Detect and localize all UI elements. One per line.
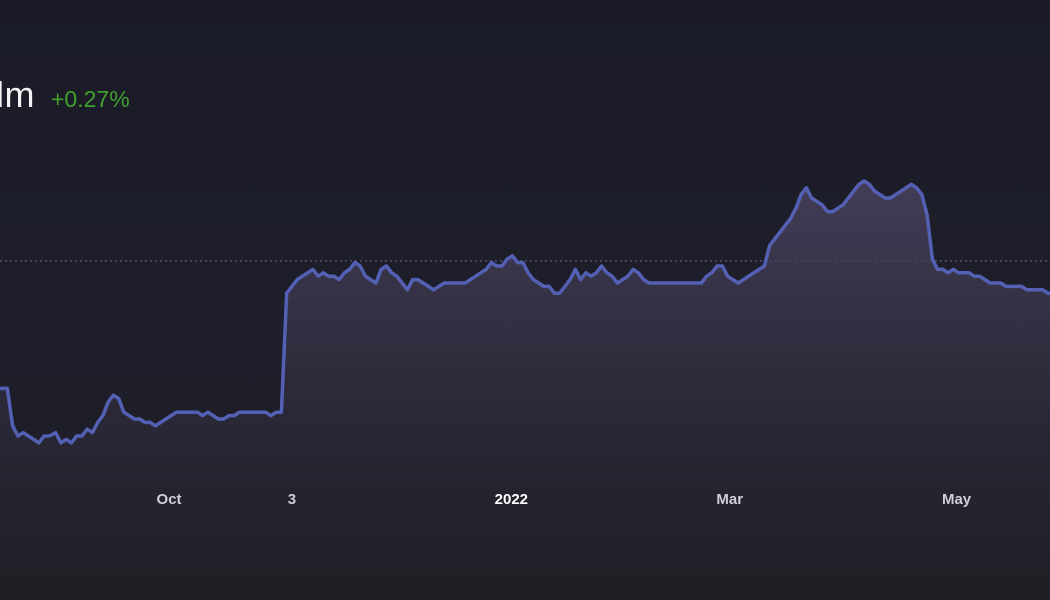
price-header: lm +0.27%: [0, 74, 130, 116]
x-tick-label: 2022: [495, 491, 528, 508]
current-value: lm: [0, 74, 35, 115]
x-axis-ticks: Oct 3 2022 Mar May: [157, 491, 972, 508]
x-tick-label: 3: [288, 491, 296, 508]
x-tick-label: Mar: [716, 491, 743, 508]
x-tick-label: Oct: [157, 491, 182, 508]
area-fill: [0, 181, 1050, 600]
price-line[interactable]: [0, 179, 1050, 445]
x-tick-label: May: [942, 491, 972, 508]
percent-change: +0.27%: [51, 86, 130, 112]
